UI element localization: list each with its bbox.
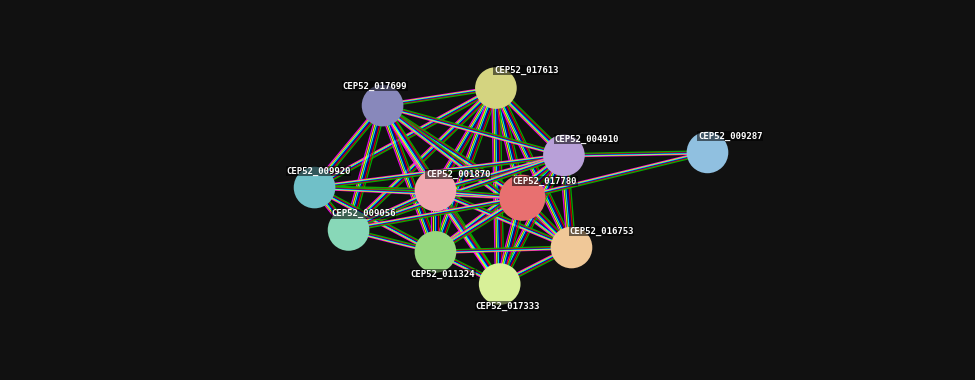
Point <box>564 244 579 250</box>
Text: CEP52_017699: CEP52_017699 <box>343 82 408 91</box>
Text: CEP52_001870: CEP52_001870 <box>426 169 490 179</box>
Point <box>488 85 504 91</box>
Text: CEP52_017333: CEP52_017333 <box>475 302 539 311</box>
Point <box>428 187 444 193</box>
Point <box>341 227 357 233</box>
Text: CEP52_011324: CEP52_011324 <box>410 269 475 279</box>
Point <box>700 149 716 155</box>
Point <box>556 152 571 158</box>
Point <box>374 103 390 109</box>
Text: CEP52_017613: CEP52_017613 <box>494 66 559 75</box>
Text: CEP52_004910: CEP52_004910 <box>555 135 619 144</box>
Text: CEP52_016753: CEP52_016753 <box>569 227 634 236</box>
Point <box>428 249 444 255</box>
Point <box>515 195 530 201</box>
Point <box>491 281 507 287</box>
Text: CEP52_009287: CEP52_009287 <box>698 131 762 141</box>
Point <box>307 184 323 190</box>
Text: CEP52_009056: CEP52_009056 <box>332 209 396 218</box>
Text: CEP52_009920: CEP52_009920 <box>286 167 351 176</box>
Text: CEP52_017780: CEP52_017780 <box>513 177 577 186</box>
